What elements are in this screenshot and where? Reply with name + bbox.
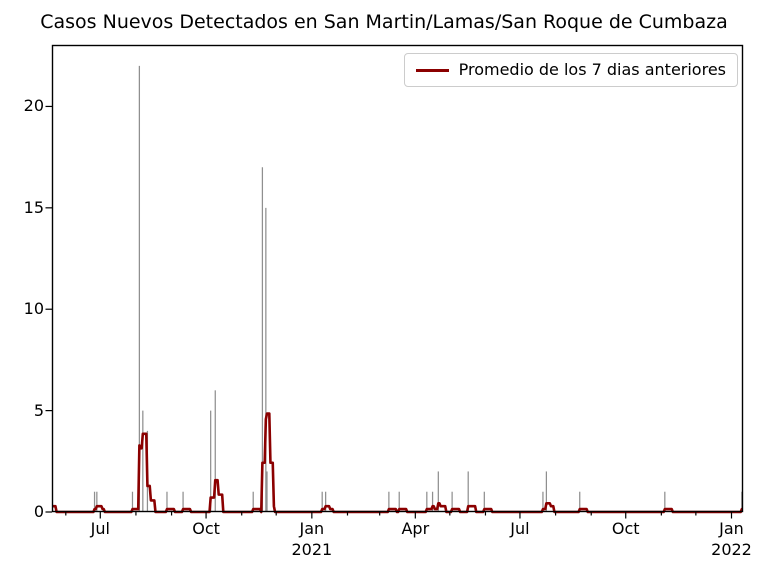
y-axis-tick-label: 5 (33, 400, 44, 420)
y-axis-tick-label: 20 (23, 96, 44, 116)
legend-line-sample (415, 68, 449, 72)
y-axis-tick-label: 0 (33, 502, 44, 521)
x-axis-tick-label: Jan (299, 519, 325, 538)
x-axis-tick-label: Oct (611, 519, 640, 538)
axis-ticks (45, 105, 733, 519)
daily-cases-bars (93, 65, 743, 512)
seven-day-average-line (51, 412, 744, 514)
y-axis-tick-label: 15 (23, 197, 44, 217)
legend: Promedio de los 7 dias anteriores (403, 53, 738, 87)
x-axis-tick-label: Apr (401, 519, 430, 538)
plot-area (45, 44, 744, 519)
y-axis-tick-label: 10 (23, 299, 44, 319)
x-axis-tick-label: Oct (192, 519, 220, 538)
x-axis-year-label: 2021 (291, 540, 333, 559)
x-axis-tick-label: Jul (510, 519, 530, 538)
x-axis-year-label: 2022 (711, 540, 752, 559)
x-axis-tick-label: Jan (719, 519, 744, 538)
x-axis-tick-label: Jul (90, 519, 110, 538)
axes-spines (51, 44, 744, 513)
chart-title: Casos Nuevos Detectados en San Martin/La… (40, 11, 728, 33)
legend-label: Promedio de los 7 dias anteriores (458, 60, 726, 79)
